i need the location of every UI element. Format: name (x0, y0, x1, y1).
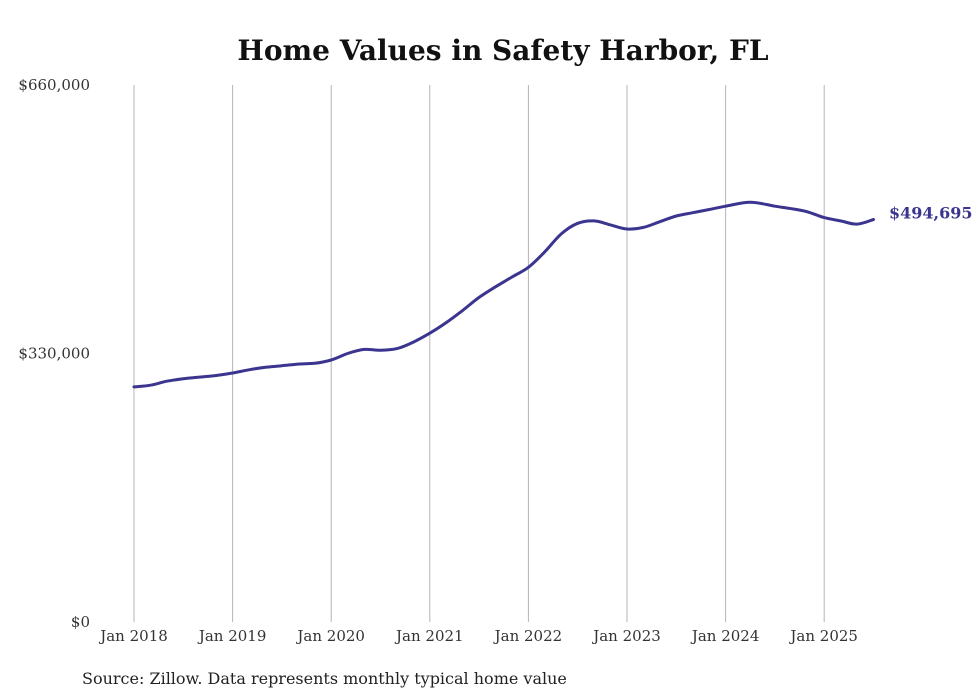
x-tick-label: Jan 2023 (591, 627, 661, 645)
chart-title: Home Values in Safety Harbor, FL (237, 34, 769, 67)
x-tick-label: Jan 2022 (493, 627, 563, 645)
end-value-label: $494,695 (889, 204, 973, 223)
x-tick-label: Jan 2024 (690, 627, 760, 645)
x-tick-label: Jan 2018 (98, 627, 168, 645)
series-line (132, 200, 875, 389)
source-note: Source: Zillow. Data represents monthly … (82, 669, 567, 688)
x-axis: Jan 2018 Jan 2019 Jan 2020 Jan 2021 Jan 2022… (98, 627, 858, 645)
y-tick-label: $330,000 (18, 345, 90, 363)
x-tick-label: Jan 2019 (197, 627, 267, 645)
x-tick-label: Jan 2025 (788, 627, 858, 645)
y-tick-label: $660,000 (18, 76, 90, 94)
x-tick-label: Jan 2020 (295, 627, 365, 645)
x-tick-label: Jan 2021 (394, 627, 464, 645)
y-axis: $0 $330,000 $660,000 (18, 76, 90, 631)
y-tick-label: $0 (71, 613, 90, 631)
gridlines (133, 85, 825, 622)
